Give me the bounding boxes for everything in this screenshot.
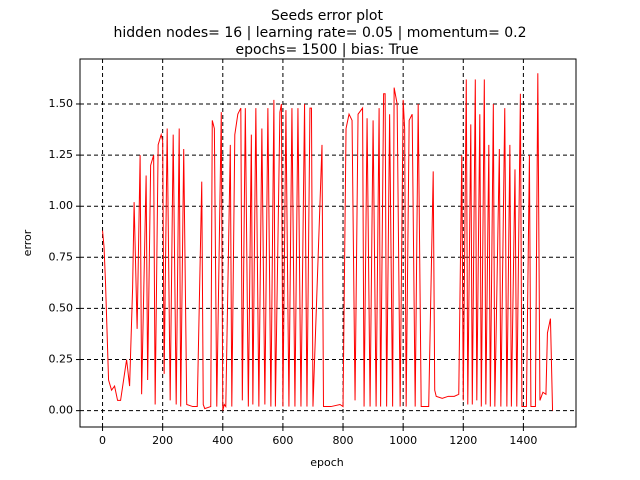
x-tick-label: 800 [333, 434, 354, 447]
y-tick-label: 1.00 [49, 199, 74, 212]
x-tick-label: 0 [99, 434, 106, 447]
line [102, 73, 554, 411]
y-tick-label: 1.25 [49, 148, 74, 161]
x-tick-label: 400 [212, 434, 233, 447]
x-tick-label: 1200 [449, 434, 477, 447]
plot-frame [79, 58, 577, 428]
x-tick-label: 1000 [389, 434, 417, 447]
x-tick-label: 600 [272, 434, 293, 447]
chart-title: Seeds error plot [271, 8, 383, 24]
y-tick-label: 0.50 [49, 301, 74, 314]
chart-subtitle: hidden nodes= 16 | learning rate= 0.05 |… [113, 25, 526, 41]
y-tick-label: 0.00 [49, 404, 74, 417]
y-tick-label: 0.75 [49, 250, 74, 263]
y-tick-label: 1.50 [49, 97, 74, 110]
x-tick-label: 1400 [509, 434, 537, 447]
chart-subtitle: epochs= 1500 | bias: True [236, 42, 419, 58]
x-axis-label: epoch [310, 456, 344, 469]
y-tick-label: 0.25 [49, 353, 74, 366]
y-axis-label: error [21, 229, 34, 256]
x-tick-label: 200 [152, 434, 173, 447]
